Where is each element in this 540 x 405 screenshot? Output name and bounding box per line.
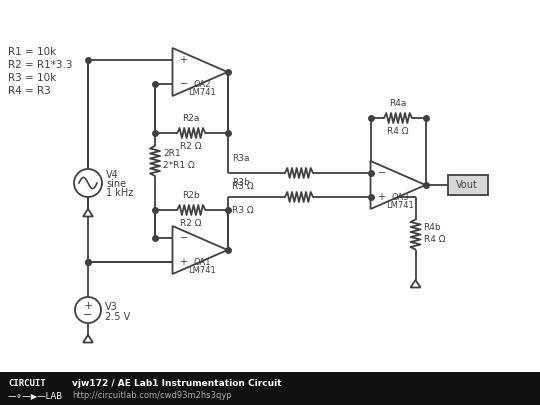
Text: R3 = 10k: R3 = 10k (8, 73, 56, 83)
Polygon shape (172, 48, 227, 96)
Text: −: − (377, 168, 386, 178)
Text: 1 kHz: 1 kHz (106, 188, 133, 198)
Text: +: + (179, 257, 187, 267)
Bar (0, 372, 540, 405)
Text: LM741: LM741 (188, 88, 216, 97)
Text: 2R1: 2R1 (163, 149, 180, 158)
Text: OA3: OA3 (391, 193, 409, 202)
Text: R2a: R2a (183, 114, 200, 123)
Text: OA2: OA2 (193, 80, 211, 89)
Polygon shape (172, 226, 227, 274)
Text: −: − (179, 233, 187, 243)
Text: +: + (179, 55, 187, 65)
Text: −: − (83, 309, 93, 320)
Text: R4b: R4b (423, 223, 441, 232)
Text: CIRCUIT: CIRCUIT (8, 379, 45, 388)
Text: R2b: R2b (183, 191, 200, 200)
Text: R3 Ω: R3 Ω (233, 206, 254, 215)
Text: LM741: LM741 (188, 266, 216, 275)
Text: R1 = 10k: R1 = 10k (8, 47, 56, 57)
Text: LM741: LM741 (386, 201, 414, 210)
Text: R2 = R1*3.3: R2 = R1*3.3 (8, 60, 72, 70)
Text: R3b: R3b (233, 178, 250, 187)
Text: OA1: OA1 (193, 258, 211, 267)
Text: R4 = R3: R4 = R3 (8, 86, 51, 96)
Text: http://circuitlab.com/cwd93m2hs3qyp: http://circuitlab.com/cwd93m2hs3qyp (72, 391, 232, 400)
Circle shape (75, 297, 101, 323)
Text: V3: V3 (105, 302, 118, 312)
Text: V4: V4 (106, 170, 119, 180)
Text: —⚬—▶—LAB: —⚬—▶—LAB (8, 391, 63, 400)
Text: R2 Ω: R2 Ω (180, 142, 202, 151)
Polygon shape (83, 209, 93, 217)
FancyBboxPatch shape (448, 175, 488, 195)
Text: −: − (179, 79, 187, 89)
Text: R4 Ω: R4 Ω (387, 127, 409, 136)
Text: R3a: R3a (233, 154, 250, 163)
Text: +: + (377, 192, 386, 202)
Text: 2.5 V: 2.5 V (105, 312, 130, 322)
Polygon shape (370, 161, 426, 209)
Text: Vout: Vout (456, 180, 477, 190)
Text: sine: sine (106, 179, 126, 189)
Text: +: + (83, 301, 93, 311)
Polygon shape (83, 335, 93, 343)
Text: R2 Ω: R2 Ω (180, 219, 202, 228)
Text: R4a: R4a (389, 99, 407, 108)
Text: R3 Ω: R3 Ω (233, 182, 254, 191)
Text: 2*R1 Ω: 2*R1 Ω (163, 162, 195, 171)
Polygon shape (410, 280, 421, 288)
Text: vjw172 / AE Lab1 Instrumentation Circuit: vjw172 / AE Lab1 Instrumentation Circuit (72, 379, 282, 388)
Circle shape (74, 169, 102, 197)
Text: R4 Ω: R4 Ω (423, 235, 445, 244)
